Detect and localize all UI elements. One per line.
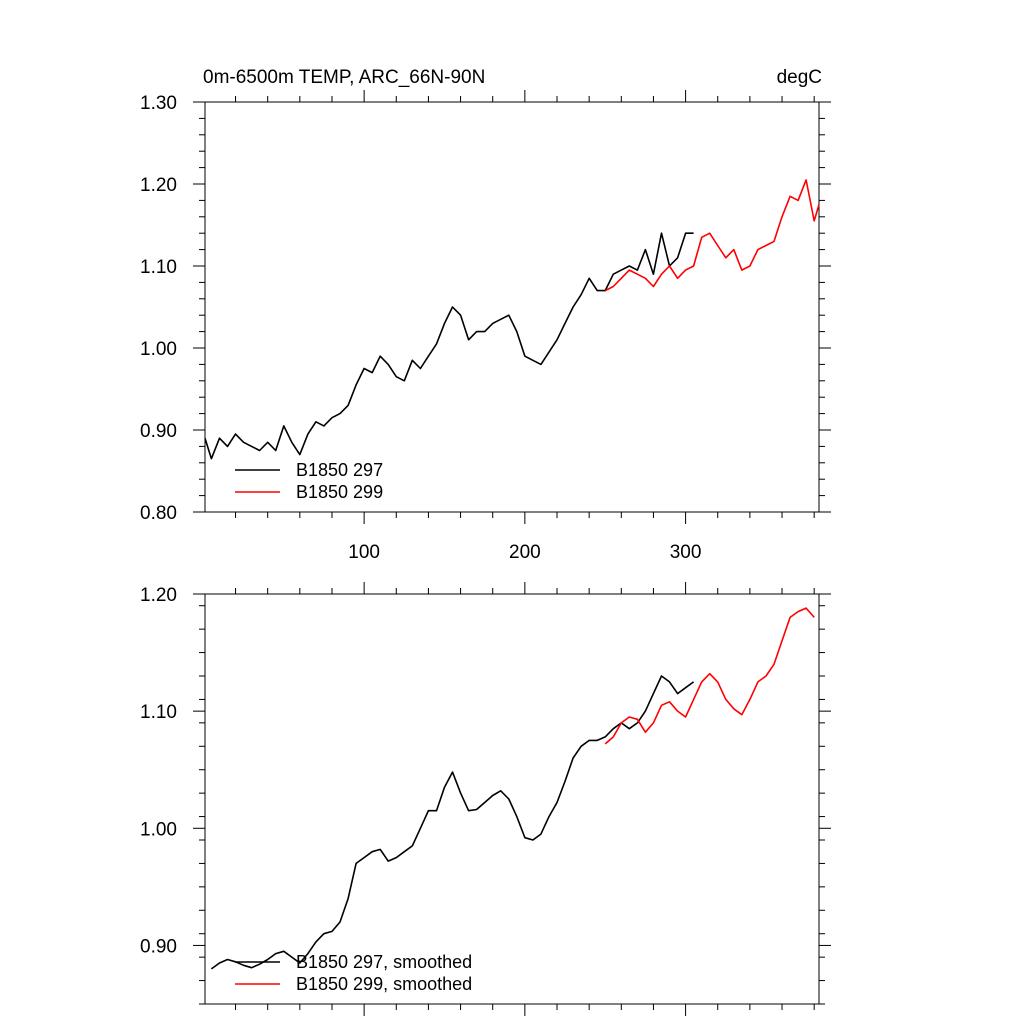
legend-label-297: B1850 297 xyxy=(296,460,383,480)
y-tick-label: 1.10 xyxy=(140,257,177,278)
bottom-panel: 0.90 1.00 1.10 1.20 B1850 297, smoothed B18… xyxy=(140,582,831,1016)
bottom-y-tick-labels: 0.90 1.00 1.10 1.20 xyxy=(140,585,177,957)
y-tick-label: 1.00 xyxy=(140,819,177,840)
top-series-lines xyxy=(204,179,820,460)
legend-label-299: B1850 299 xyxy=(296,482,383,502)
y-tick-label: 1.20 xyxy=(140,175,177,196)
legend-label-299-smoothed: B1850 299, smoothed xyxy=(296,974,472,994)
y-tick-label: 0.90 xyxy=(140,421,177,442)
top-x-tick-labels: 100 200 300 xyxy=(348,542,701,563)
legend-label-297-smoothed: B1850 297, smoothed xyxy=(296,952,472,972)
top-axis-ticks xyxy=(193,90,831,524)
x-tick-label: 100 xyxy=(348,542,380,563)
series-line-297 xyxy=(210,675,695,970)
y-tick-label: 1.00 xyxy=(140,339,177,360)
top-plot-frame xyxy=(204,101,820,513)
bottom-plot-frame xyxy=(204,593,820,1005)
top-legend: B1850 297 B1850 299 xyxy=(235,460,383,502)
series-line-299 xyxy=(604,607,815,745)
top-chart-title: 0m-6500m TEMP, ARC_66N-90N xyxy=(203,67,485,88)
series-line-297 xyxy=(204,232,694,460)
bottom-axis-ticks xyxy=(193,582,831,1016)
top-panel: 0m-6500m TEMP, ARC_66N-90N degC 0.80 0.90… xyxy=(140,67,831,563)
y-tick-label: 1.10 xyxy=(140,702,177,723)
y-tick-label: 1.20 xyxy=(140,585,177,606)
y-tick-label: 1.30 xyxy=(140,93,177,114)
x-tick-label: 200 xyxy=(509,542,541,563)
x-tick-label: 300 xyxy=(670,542,702,563)
y-tick-label: 0.80 xyxy=(140,503,177,524)
series-line-299 xyxy=(604,179,820,292)
top-units-label: degC xyxy=(777,67,822,88)
bottom-legend: B1850 297, smoothed B1850 299, smoothed xyxy=(235,952,472,994)
bottom-series-lines xyxy=(210,607,815,970)
top-y-tick-labels: 0.80 0.90 1.00 1.10 1.20 1.30 xyxy=(140,93,177,524)
y-tick-label: 0.90 xyxy=(140,936,177,957)
